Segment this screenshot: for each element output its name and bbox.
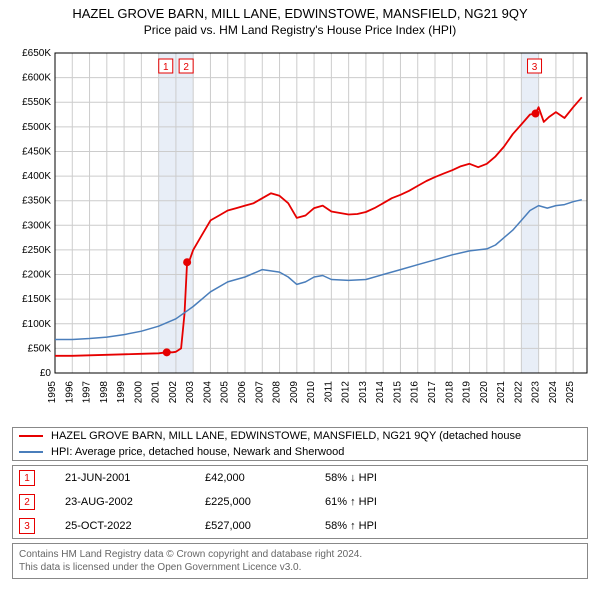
svg-text:2011: 2011 bbox=[323, 381, 334, 403]
svg-text:£500K: £500K bbox=[22, 122, 51, 133]
svg-text:£550K: £550K bbox=[22, 97, 51, 108]
svg-text:£150K: £150K bbox=[22, 294, 51, 305]
legend-box: HAZEL GROVE BARN, MILL LANE, EDWINSTOWE,… bbox=[12, 427, 588, 461]
svg-text:2024: 2024 bbox=[548, 381, 559, 404]
svg-text:2: 2 bbox=[183, 62, 189, 73]
svg-text:1: 1 bbox=[163, 62, 169, 73]
svg-text:1998: 1998 bbox=[99, 381, 110, 404]
annotation-date: 21-JUN-2001 bbox=[65, 472, 205, 484]
footer-line-2: This data is licensed under the Open Gov… bbox=[19, 561, 581, 574]
svg-text:2004: 2004 bbox=[202, 381, 213, 404]
annotation-marker: 1 bbox=[19, 470, 35, 486]
svg-text:2002: 2002 bbox=[168, 381, 179, 404]
svg-text:2006: 2006 bbox=[237, 381, 248, 404]
svg-text:£350K: £350K bbox=[22, 196, 51, 207]
svg-text:3: 3 bbox=[532, 62, 538, 73]
svg-text:£50K: £50K bbox=[28, 343, 52, 354]
annotation-marker: 3 bbox=[19, 518, 35, 534]
svg-text:£650K: £650K bbox=[22, 48, 51, 59]
svg-text:2015: 2015 bbox=[392, 381, 403, 404]
annotation-marker: 2 bbox=[19, 494, 35, 510]
svg-text:2022: 2022 bbox=[513, 381, 524, 404]
annotation-pct: 58% ↓ HPI bbox=[325, 472, 581, 484]
chart-plot: £0 £50K £100K £150K £200K £250K £300K £350K £400… bbox=[7, 43, 593, 423]
svg-text:£450K: £450K bbox=[22, 146, 51, 157]
svg-text:2008: 2008 bbox=[272, 381, 283, 404]
annotation-price: £42,000 bbox=[205, 472, 325, 484]
legend-swatch bbox=[19, 451, 43, 453]
svg-text:2012: 2012 bbox=[341, 381, 352, 404]
legend-row: HPI: Average price, detached house, Newa… bbox=[13, 444, 587, 460]
svg-text:2001: 2001 bbox=[151, 381, 162, 404]
legend-label: HPI: Average price, detached house, Newa… bbox=[51, 446, 344, 458]
svg-text:2019: 2019 bbox=[462, 381, 473, 404]
svg-text:£400K: £400K bbox=[22, 171, 51, 182]
chart-svg: £0 £50K £100K £150K £200K £250K £300K £350K £400… bbox=[7, 43, 593, 423]
svg-text:2010: 2010 bbox=[306, 381, 317, 404]
annotations-box: 1 21-JUN-2001£42,00058% ↓ HPI 2 23-AUG-2002… bbox=[12, 465, 588, 539]
svg-text:1996: 1996 bbox=[64, 381, 75, 404]
svg-text:2018: 2018 bbox=[444, 381, 455, 404]
legend-row: HAZEL GROVE BARN, MILL LANE, EDWINSTOWE,… bbox=[13, 428, 587, 444]
svg-text:2005: 2005 bbox=[220, 381, 231, 404]
svg-text:£100K: £100K bbox=[22, 319, 51, 330]
svg-text:£300K: £300K bbox=[22, 220, 51, 231]
svg-text:1995: 1995 bbox=[47, 381, 58, 404]
svg-text:2000: 2000 bbox=[133, 381, 144, 404]
svg-text:2021: 2021 bbox=[496, 381, 507, 404]
annotation-row: 2 23-AUG-2002£225,00061% ↑ HPI bbox=[13, 490, 587, 514]
annotation-date: 25-OCT-2022 bbox=[65, 520, 205, 532]
footer-box: Contains HM Land Registry data © Crown c… bbox=[12, 543, 588, 579]
svg-text:£600K: £600K bbox=[22, 73, 51, 84]
annotation-pct: 61% ↑ HPI bbox=[325, 496, 581, 508]
annotation-price: £527,000 bbox=[205, 520, 325, 532]
svg-text:1999: 1999 bbox=[116, 381, 127, 404]
annotation-pct: 58% ↑ HPI bbox=[325, 520, 581, 532]
svg-text:2009: 2009 bbox=[289, 381, 300, 404]
svg-text:2013: 2013 bbox=[358, 381, 369, 404]
svg-text:£250K: £250K bbox=[22, 245, 51, 256]
annotation-price: £225,000 bbox=[205, 496, 325, 508]
svg-text:2014: 2014 bbox=[375, 381, 386, 404]
chart-title: HAZEL GROVE BARN, MILL LANE, EDWINSTOWE,… bbox=[0, 6, 600, 21]
legend-swatch bbox=[19, 435, 43, 437]
svg-text:2016: 2016 bbox=[410, 381, 421, 404]
annotation-row: 1 21-JUN-2001£42,00058% ↓ HPI bbox=[13, 466, 587, 490]
svg-text:£200K: £200K bbox=[22, 270, 51, 281]
svg-text:2003: 2003 bbox=[185, 381, 196, 404]
svg-text:2020: 2020 bbox=[479, 381, 490, 404]
svg-text:£0: £0 bbox=[40, 368, 52, 379]
svg-text:2023: 2023 bbox=[531, 381, 542, 404]
annotation-date: 23-AUG-2002 bbox=[65, 496, 205, 508]
footer-line-1: Contains HM Land Registry data © Crown c… bbox=[19, 548, 581, 561]
svg-text:1997: 1997 bbox=[82, 381, 93, 404]
chart-container: { "title": "HAZEL GROVE BARN, MILL LANE,… bbox=[0, 6, 600, 579]
svg-text:2007: 2007 bbox=[254, 381, 265, 404]
chart-subtitle: Price paid vs. HM Land Registry's House … bbox=[0, 23, 600, 37]
svg-text:2025: 2025 bbox=[565, 381, 576, 404]
svg-text:2017: 2017 bbox=[427, 381, 438, 404]
annotation-row: 3 25-OCT-2022£527,00058% ↑ HPI bbox=[13, 514, 587, 538]
legend-label: HAZEL GROVE BARN, MILL LANE, EDWINSTOWE,… bbox=[51, 430, 521, 442]
